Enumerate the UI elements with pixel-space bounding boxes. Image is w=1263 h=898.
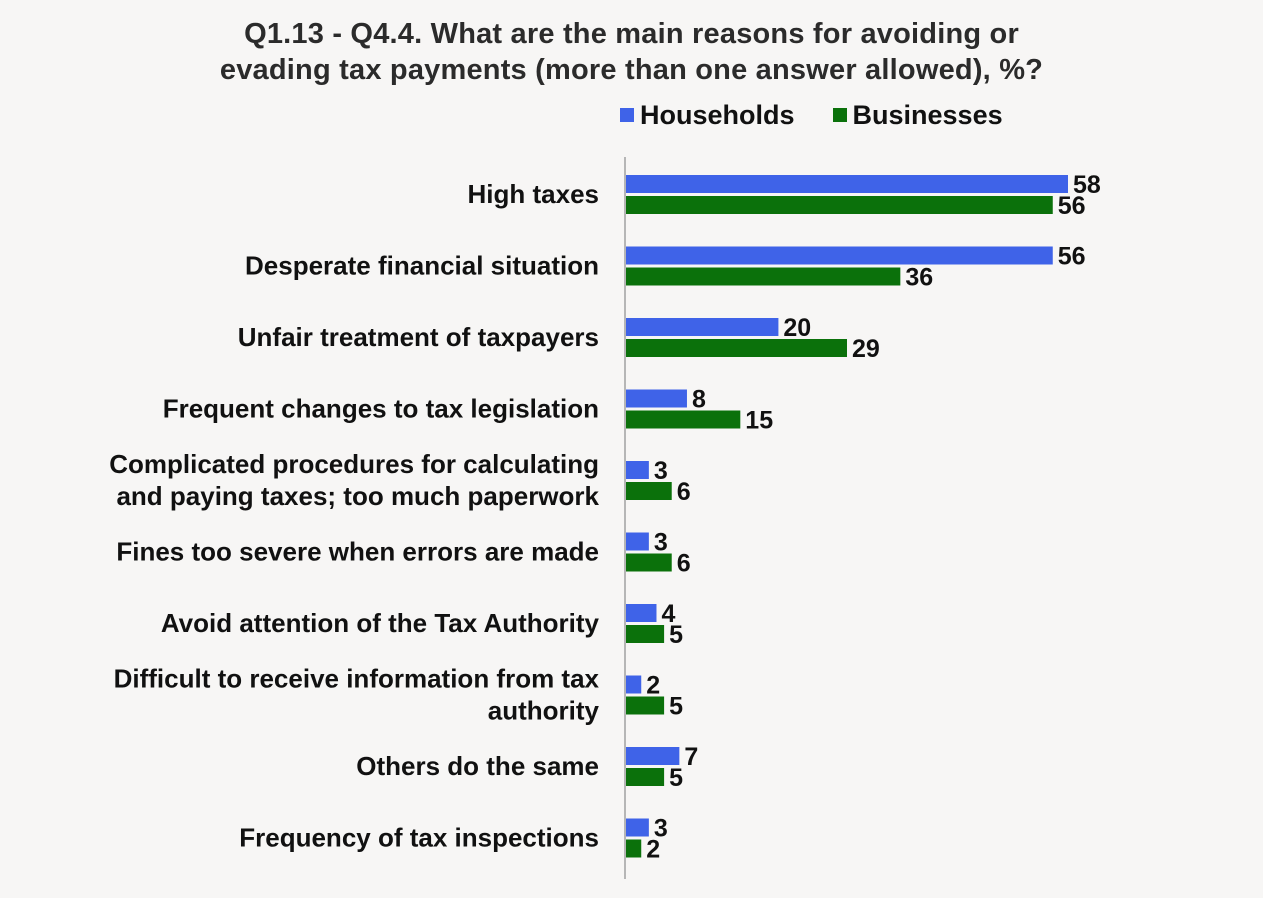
data-label-businesses: 36 (905, 264, 933, 292)
bar-households (626, 747, 680, 765)
category-label: Fines too severe when errors are made (116, 537, 599, 567)
category-label: Frequent changes to tax legislation (163, 394, 599, 424)
data-label-households: 20 (783, 314, 811, 342)
bar-households (626, 389, 687, 408)
chart-legend: Households Businesses (620, 98, 1041, 132)
data-label-businesses: 6 (677, 550, 691, 578)
data-label-households: 7 (684, 743, 698, 771)
bar-businesses (626, 267, 901, 286)
data-label-businesses: 29 (852, 335, 880, 363)
category-label: Complicated procedures for calculating (109, 449, 599, 479)
category-label: Unfair treatment of taxpayers (238, 322, 599, 352)
data-label-households: 56 (1058, 243, 1086, 271)
category-label: Desperate financial situation (245, 251, 599, 281)
data-label-businesses: 2 (646, 836, 660, 864)
bar-businesses (626, 553, 672, 572)
category-label: Others do the same (356, 751, 599, 781)
data-label-businesses: 15 (745, 407, 773, 435)
bar-businesses (626, 768, 665, 786)
category-label: Difficult to receive information from ta… (114, 664, 600, 694)
legend-swatch-businesses (832, 108, 847, 122)
data-label-households: 3 (654, 815, 668, 843)
data-label-households: 3 (654, 457, 668, 485)
bar-businesses (626, 839, 642, 858)
bar-businesses (626, 196, 1053, 214)
bar-households (626, 604, 657, 622)
category-label: Frequency of tax inspections (239, 823, 599, 853)
legend-label-businesses: Businesses (852, 99, 1003, 130)
legend-label-households: Households (640, 99, 795, 130)
data-label-businesses: 5 (669, 621, 683, 649)
bar-businesses (626, 625, 665, 643)
bar-businesses (626, 410, 741, 429)
data-label-households: 58 (1073, 171, 1101, 199)
chart-title-line-2: evading tax payments (more than one answ… (219, 54, 1044, 86)
bar-businesses (626, 696, 665, 715)
bar-businesses (626, 482, 672, 500)
category-label: High taxes (468, 179, 600, 209)
data-label-households: 4 (661, 600, 675, 628)
bar-households (626, 318, 779, 336)
bar-businesses (626, 339, 847, 357)
bar-households (626, 675, 642, 694)
bar-households (626, 246, 1053, 265)
category-label: Avoid attention of the Tax Authority (161, 608, 600, 638)
legend-item-households: Households (620, 100, 795, 131)
chart-title-line-1: Q1.13 - Q4.4. What are the main reasons … (244, 18, 1019, 50)
data-label-households: 3 (654, 529, 668, 557)
data-label-businesses: 5 (669, 693, 683, 721)
legend-swatch-households (620, 108, 634, 122)
chart-title: Q1.13 - Q4.4. What are the main reasons … (0, 16, 1263, 88)
data-label-households: 2 (646, 672, 660, 700)
data-label-businesses: 56 (1058, 192, 1086, 220)
category-label: and paying taxes; too much paperwork (116, 481, 599, 511)
data-label-businesses: 6 (677, 478, 691, 506)
bar-households (626, 818, 649, 837)
bar-households (626, 532, 649, 551)
bar-households (626, 461, 649, 479)
legend-item-businesses: Businesses (832, 99, 1003, 131)
data-label-businesses: 5 (669, 764, 683, 792)
data-label-households: 8 (692, 386, 706, 414)
category-label: authority (488, 696, 600, 726)
bar-households (626, 175, 1068, 193)
